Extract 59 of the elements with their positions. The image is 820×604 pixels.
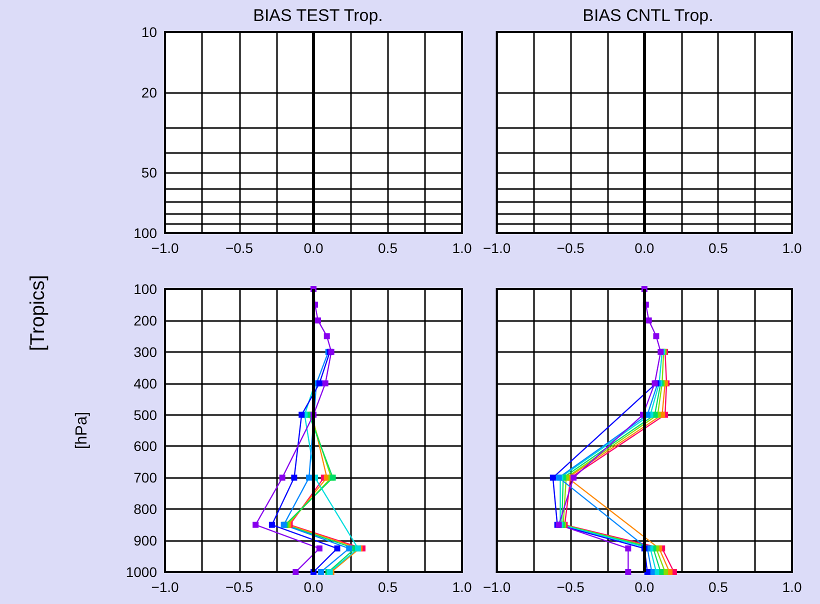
x-tick-label: 0.5 xyxy=(708,240,728,256)
point xyxy=(306,474,312,481)
point xyxy=(268,522,275,528)
point xyxy=(298,412,305,418)
point xyxy=(316,545,322,552)
x-tick-label: 0.0 xyxy=(634,579,654,595)
x-tick-label: 0.0 xyxy=(634,240,654,256)
y-tick-label: 800 xyxy=(134,501,158,518)
point xyxy=(252,522,259,528)
x-tick-label: −0.5 xyxy=(556,579,585,595)
y-tick-label: 100 xyxy=(134,225,158,241)
y-tick-label: 500 xyxy=(134,406,158,423)
point xyxy=(322,380,328,386)
y-tick-label: 200 xyxy=(134,312,158,328)
x-tick-label: 1.0 xyxy=(782,240,802,256)
text: [Tropics] xyxy=(27,275,49,351)
y-tick-label: 300 xyxy=(134,344,158,360)
x-tick-label: 1.0 xyxy=(452,240,472,256)
y-tick-label: 100 xyxy=(134,281,158,297)
chart-title: BIAS CNTL Trop. xyxy=(582,6,714,25)
x-tick-label: −1.0 xyxy=(483,240,511,256)
y-tick-label: 20 xyxy=(141,84,158,101)
point xyxy=(334,545,340,552)
point xyxy=(625,545,632,552)
y-tick-label: 900 xyxy=(134,532,158,549)
x-tick-label: 0.5 xyxy=(708,579,728,595)
point xyxy=(292,569,299,575)
y-tick-label: 700 xyxy=(134,470,158,486)
chart-title: BIAS TEST Trop. xyxy=(253,6,383,25)
x-tick-label: −0.5 xyxy=(225,240,254,256)
x-tick-label: −0.5 xyxy=(556,240,585,256)
point xyxy=(653,333,660,340)
x-tick-label: −1.0 xyxy=(483,579,511,595)
x-tick-label: 0.5 xyxy=(378,240,398,256)
point xyxy=(570,474,577,481)
x-tick-label: 1.0 xyxy=(782,579,802,595)
point xyxy=(314,317,321,324)
y-tick-label: 50 xyxy=(141,164,158,180)
x-tick-label: −0.5 xyxy=(225,579,254,595)
point xyxy=(550,474,556,481)
x-tick-label: 0.5 xyxy=(378,579,398,595)
point xyxy=(279,474,286,481)
y-tick-label: 600 xyxy=(134,438,158,454)
point xyxy=(646,317,652,324)
x-tick-label: 1.0 xyxy=(452,579,472,595)
point xyxy=(291,474,298,481)
point xyxy=(346,545,352,552)
point xyxy=(324,333,330,340)
y-tick-label: 400 xyxy=(134,375,158,392)
y-tick-label: 1000 xyxy=(126,564,158,580)
x-tick-label: −1.0 xyxy=(151,579,180,595)
point xyxy=(316,380,322,386)
point xyxy=(625,569,632,575)
y-tick-label: 10 xyxy=(141,24,158,40)
x-tick-label: 0.0 xyxy=(304,579,324,595)
x-tick-label: 0.0 xyxy=(304,240,324,256)
x-tick-label: −1.0 xyxy=(151,240,180,256)
point xyxy=(318,569,324,575)
y-axis-title: [hPa] xyxy=(74,412,90,450)
